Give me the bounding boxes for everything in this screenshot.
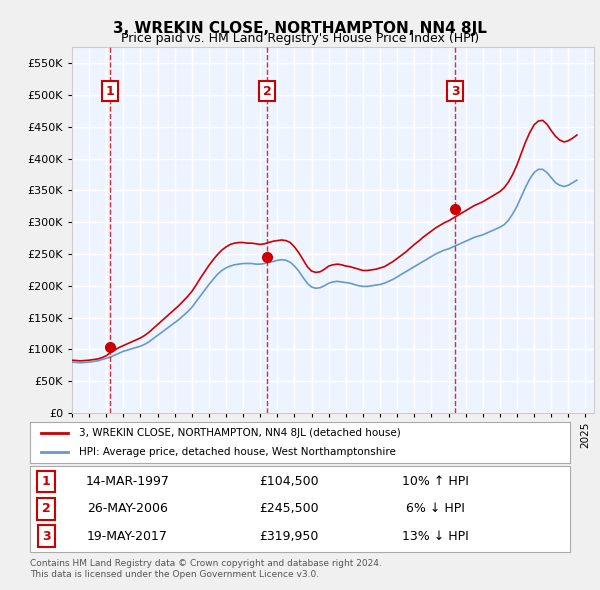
Text: Contains HM Land Registry data © Crown copyright and database right 2024.
This d: Contains HM Land Registry data © Crown c… xyxy=(30,559,382,579)
Text: £104,500: £104,500 xyxy=(259,475,319,488)
Text: 2: 2 xyxy=(263,84,271,97)
Text: 26-MAY-2006: 26-MAY-2006 xyxy=(87,502,167,516)
Text: £245,500: £245,500 xyxy=(259,502,319,516)
Text: 13% ↓ HPI: 13% ↓ HPI xyxy=(401,530,469,543)
Text: 10% ↑ HPI: 10% ↑ HPI xyxy=(401,475,469,488)
Text: 3: 3 xyxy=(42,530,50,543)
Text: 3: 3 xyxy=(451,84,460,97)
Text: 1: 1 xyxy=(42,475,50,488)
Text: HPI: Average price, detached house, West Northamptonshire: HPI: Average price, detached house, West… xyxy=(79,447,395,457)
FancyBboxPatch shape xyxy=(30,466,570,552)
Text: 2: 2 xyxy=(42,502,50,516)
Text: 3, WREKIN CLOSE, NORTHAMPTON, NN4 8JL: 3, WREKIN CLOSE, NORTHAMPTON, NN4 8JL xyxy=(113,21,487,35)
Text: 6% ↓ HPI: 6% ↓ HPI xyxy=(406,502,464,516)
Text: Price paid vs. HM Land Registry's House Price Index (HPI): Price paid vs. HM Land Registry's House … xyxy=(121,32,479,45)
Text: 1: 1 xyxy=(105,84,114,97)
Text: 14-MAR-1997: 14-MAR-1997 xyxy=(85,475,169,488)
Text: 3, WREKIN CLOSE, NORTHAMPTON, NN4 8JL (detached house): 3, WREKIN CLOSE, NORTHAMPTON, NN4 8JL (d… xyxy=(79,428,400,438)
Text: 19-MAY-2017: 19-MAY-2017 xyxy=(87,530,167,543)
Text: £319,950: £319,950 xyxy=(260,530,319,543)
